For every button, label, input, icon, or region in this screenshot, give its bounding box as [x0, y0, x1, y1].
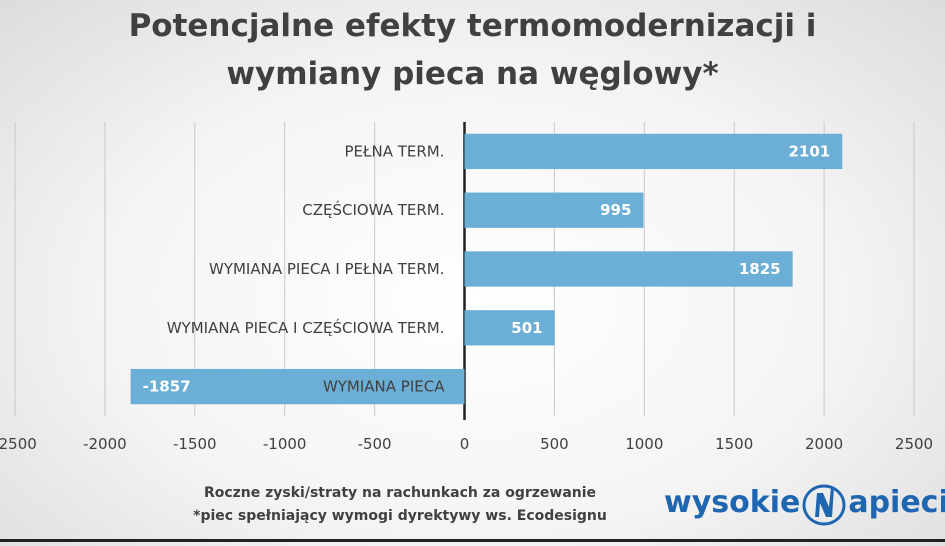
value-label: -1857: [143, 378, 191, 396]
value-labels: 2101 995 1825 501 -1857: [143, 142, 831, 395]
bar: [464, 133, 843, 170]
category-labels: PEŁNA TERM. CZĘŚCIOWA TERM. WYMIANA PIECA …: [167, 142, 446, 395]
chart-title-line-1: Potencjalne efekty termomodernizacji i: [128, 8, 817, 44]
bar: [464, 310, 555, 346]
x-tick-label: -2000: [83, 435, 127, 453]
logo-text-right: apiecie.p: [848, 485, 945, 520]
x-tick-label: 2000: [805, 435, 843, 453]
x-tick-label: 0: [460, 435, 470, 453]
value-label: 995: [600, 201, 631, 219]
x-tick-label: 2500: [895, 435, 933, 453]
x-tick-labels: -2500 -2000 -1500 -1000 -500 0 500 1000 1500 2000…: [0, 435, 933, 453]
x-tick-label: 500: [540, 435, 569, 453]
category-label: WYMIANA PIECA I CZĘŚCIOWA TERM.: [167, 318, 445, 337]
category-label: WYMIANA PIECA I PEŁNA TERM.: [209, 260, 445, 278]
footnote-line-1: Roczne zyski/straty na rachunkach za ogr…: [203, 485, 597, 501]
x-tick-label: 1500: [715, 435, 753, 453]
bars: [130, 133, 843, 405]
category-label: WYMIANA PIECA: [323, 378, 445, 396]
category-label: PEŁNA TERM.: [345, 142, 445, 160]
value-label: 501: [511, 319, 542, 337]
bar-chart: PEŁNA TERM. CZĘŚCIOWA TERM. WYMIANA PIECA …: [0, 122, 933, 453]
lightning-n-icon: [802, 484, 846, 525]
site-logo: wysokie apiecie.p: [664, 478, 945, 528]
bar: [130, 368, 465, 405]
x-tick-label: -1500: [173, 435, 217, 453]
x-tick-label: 1000: [625, 435, 663, 453]
bar: [464, 192, 644, 228]
x-tick-label: -2500: [0, 435, 37, 453]
value-label: 1825: [739, 260, 781, 278]
bottom-rule: [0, 539, 945, 542]
footnote: Roczne zyski/straty na rachunkach za ogr…: [150, 482, 650, 528]
x-tick-label: -1000: [263, 435, 307, 453]
value-label: 2101: [789, 142, 831, 160]
chart-title-line-2: wymiany pieca na węglowy*: [226, 56, 719, 92]
category-label: CZĘŚCIOWA TERM.: [302, 200, 444, 219]
chart-title: Potencjalne efekty termomodernizacji i w…: [0, 2, 945, 98]
logo-text-left: wysokie: [664, 485, 801, 520]
bar: [464, 251, 793, 287]
footnote-line-2: *piec spełniający wymogi dyrektywy ws. E…: [193, 508, 607, 524]
x-tick-label: -500: [358, 435, 392, 453]
